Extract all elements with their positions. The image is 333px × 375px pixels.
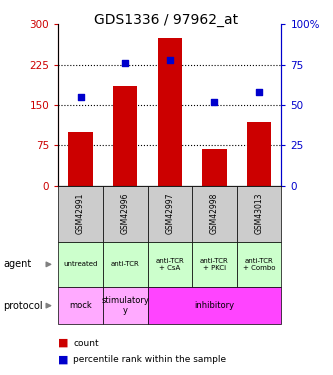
- Bar: [237, 186, 281, 242]
- Text: percentile rank within the sample: percentile rank within the sample: [73, 356, 226, 364]
- Bar: [192, 242, 237, 287]
- Bar: [103, 287, 148, 324]
- Bar: [148, 287, 281, 324]
- Bar: [58, 242, 103, 287]
- Text: anti-TCR
+ PKCi: anti-TCR + PKCi: [200, 258, 229, 271]
- Text: anti-TCR: anti-TCR: [111, 261, 140, 267]
- Text: anti-TCR
+ Combo: anti-TCR + Combo: [243, 258, 275, 271]
- Bar: [68, 132, 93, 186]
- Bar: [158, 38, 182, 186]
- Text: GSM42996: GSM42996: [121, 193, 130, 234]
- Text: GSM43013: GSM43013: [254, 193, 264, 234]
- Bar: [192, 186, 237, 242]
- Bar: [58, 186, 103, 242]
- Text: anti-TCR
+ CsA: anti-TCR + CsA: [156, 258, 184, 271]
- Point: [78, 94, 83, 100]
- Text: untreated: untreated: [63, 261, 98, 267]
- Bar: [202, 149, 227, 186]
- Point: [212, 99, 217, 105]
- Text: GSM42998: GSM42998: [210, 193, 219, 234]
- Bar: [103, 242, 148, 287]
- Text: GSM42997: GSM42997: [165, 193, 174, 234]
- Text: protocol: protocol: [3, 301, 43, 310]
- Text: agent: agent: [3, 260, 32, 269]
- Text: stimulatory
y: stimulatory y: [101, 296, 149, 315]
- Bar: [148, 242, 192, 287]
- Text: inhibitory: inhibitory: [194, 301, 234, 310]
- Point: [123, 60, 128, 66]
- Point: [167, 57, 172, 63]
- Bar: [247, 122, 271, 186]
- Bar: [103, 186, 148, 242]
- Bar: [58, 287, 103, 324]
- Bar: [148, 186, 192, 242]
- Point: [256, 89, 262, 95]
- Text: ■: ■: [58, 338, 69, 348]
- Text: GSM42991: GSM42991: [76, 193, 85, 234]
- Text: ■: ■: [58, 355, 69, 365]
- Text: mock: mock: [69, 301, 92, 310]
- Bar: [237, 242, 281, 287]
- Bar: [113, 86, 138, 186]
- Text: GDS1336 / 97962_at: GDS1336 / 97962_at: [95, 13, 238, 27]
- Text: count: count: [73, 339, 99, 348]
